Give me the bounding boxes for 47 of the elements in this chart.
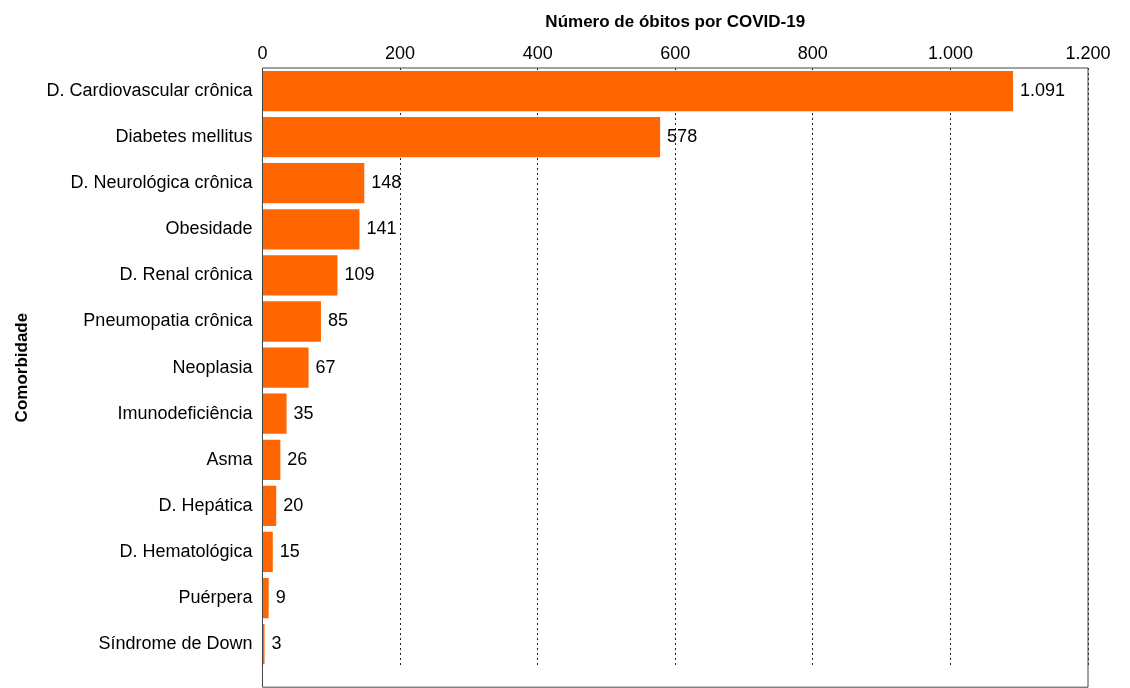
data-label: 3 (271, 633, 282, 654)
x-tick-label: 1.200 (1065, 43, 1111, 64)
data-label: 141 (366, 218, 397, 239)
data-label: 15 (279, 540, 300, 561)
y-tick-label: D. Cardiovascular crônica (46, 80, 254, 101)
x-axis-title: Número de óbitos por COVID-19 (545, 11, 806, 31)
bar (262, 163, 365, 204)
y-tick-label: Asma (206, 448, 254, 469)
y-tick-label: Neoplasia (172, 356, 254, 377)
data-label: 20 (283, 494, 304, 515)
bar (262, 439, 281, 480)
y-tick-label: Pneumopatia crônica (83, 310, 254, 331)
data-label: 1.091 (1020, 80, 1066, 101)
bar (262, 393, 287, 434)
x-tick-label: 400 (522, 43, 553, 64)
y-tick-label: Obesidade (165, 218, 253, 239)
y-tick-label: D. Neurológica crônica (70, 172, 254, 193)
x-tick-label: 0 (257, 43, 268, 64)
y-axis-title: Comorbidade (11, 312, 31, 423)
bar (262, 255, 338, 296)
y-tick-label: Síndrome de Down (98, 633, 253, 654)
y-tick-label: D. Renal crônica (119, 264, 254, 285)
bar (262, 531, 273, 573)
x-tick-label: 1.000 (927, 43, 973, 64)
bar (262, 485, 277, 527)
data-label: 9 (275, 587, 286, 608)
y-tick-label: D. Hematológica (119, 540, 254, 561)
data-label: 26 (287, 448, 308, 469)
bar (262, 347, 309, 388)
data-label: 109 (344, 264, 375, 285)
y-tick-label: Imunodeficiência (117, 402, 254, 423)
x-tick-label: 600 (660, 43, 691, 64)
y-tick-label: Puérpera (178, 587, 254, 608)
y-tick-label: D. Hepática (158, 494, 254, 515)
data-label: 148 (371, 172, 402, 193)
x-tick-label: 200 (385, 43, 416, 64)
data-label: 85 (327, 310, 348, 331)
y-tick-label: Diabetes mellitus (115, 126, 253, 147)
bar (262, 577, 269, 619)
bar (262, 70, 1014, 112)
data-label: 35 (293, 402, 314, 423)
bar (262, 209, 360, 250)
x-tick-label: 800 (797, 43, 828, 64)
bar (262, 117, 661, 158)
data-label: 67 (315, 356, 336, 377)
bar (262, 301, 321, 342)
data-label: 578 (667, 126, 698, 147)
